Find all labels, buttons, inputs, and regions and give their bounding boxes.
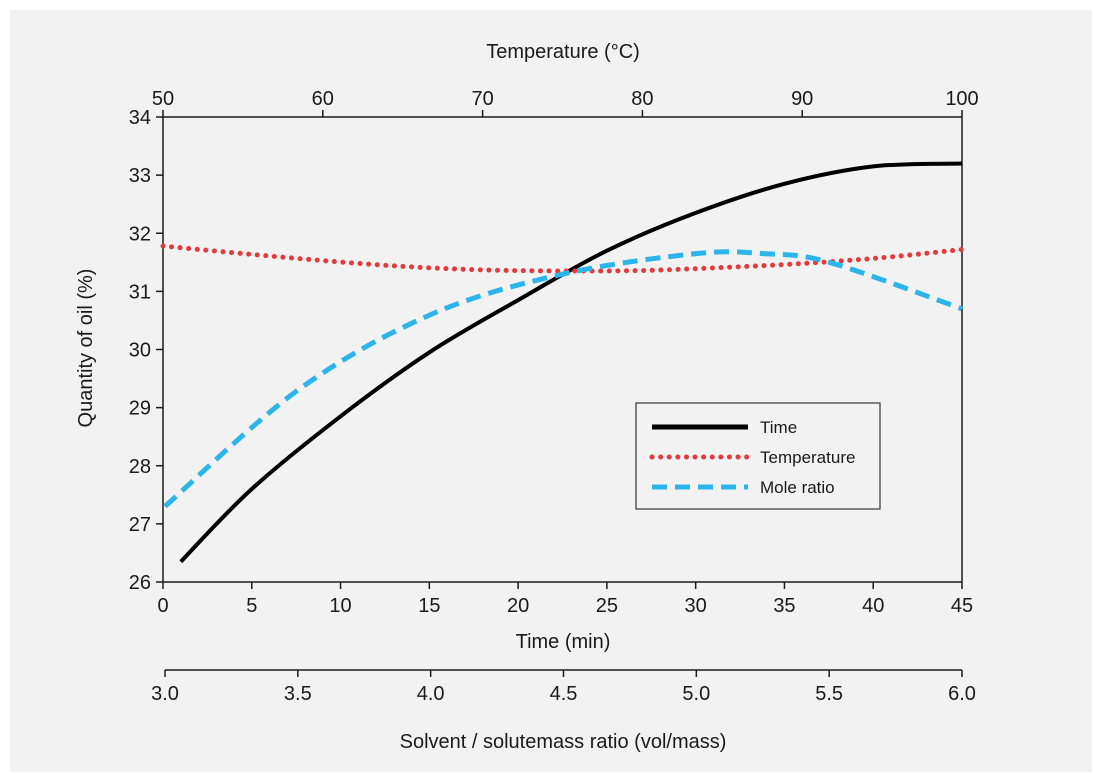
secondary-x-tick-label: 4.5 [550,683,578,705]
top-tick-label: 100 [945,88,978,110]
series-line-time [179,161,963,564]
y-tick-label: 30 [129,340,151,362]
series-line-mole-ratio [163,249,963,509]
y-tick-label: 33 [129,165,151,187]
chart-background [10,10,1092,772]
top-axis-title: Temperature (°C) [486,41,640,63]
secondary-x-tick-label: 5.0 [682,683,710,705]
y-tick-label: 32 [129,223,151,245]
secondary-x-tick-label: 5.5 [815,683,843,705]
top-tick-label: 70 [471,88,493,110]
x-tick-label: 25 [596,595,618,617]
legend-label-mole-ratio: Mole ratio [760,478,835,497]
y-tick-label: 31 [129,281,151,303]
x-tick-label: 30 [685,595,707,617]
legend-label-temperature: Temperature [760,448,855,467]
y-tick-label: 26 [129,572,151,594]
x-tick-label: 20 [507,595,529,617]
secondary-x-tick-label: 3.5 [284,683,312,705]
legend: Time Temperature Mole ratio [635,402,881,510]
x-tick-label: 15 [418,595,440,617]
secondary-x-tick-label: 6.0 [948,683,976,705]
top-tick-label: 80 [631,88,653,110]
x-axis-title: Time (min) [516,631,611,653]
x-tick-label: 0 [157,595,168,617]
x-tick-label: 10 [329,595,351,617]
x-tick-label: 40 [862,595,884,617]
top-tick-label: 90 [791,88,813,110]
x-tick-label: 5 [246,595,257,617]
x-tick-label: 45 [951,595,973,617]
legend-box [635,402,881,510]
legend-label-time: Time [760,418,797,437]
y-tick-label: 27 [129,514,151,536]
y-tick-label: 29 [129,398,151,420]
top-tick-label: 50 [152,88,174,110]
secondary-x-axis-title: Solvent / solutemass ratio (vol/mass) [400,731,727,753]
secondary-x-tick-label: 4.0 [417,683,445,705]
secondary-x-tick-label: 3.0 [151,683,179,705]
y-tick-label: 34 [129,107,151,129]
x-tick-label: 35 [773,595,795,617]
top-tick-label: 60 [312,88,334,110]
y-axis-title: Quantity of oil (%) [75,269,97,428]
series-line-temperature [160,243,965,274]
y-tick-label: 28 [129,456,151,478]
